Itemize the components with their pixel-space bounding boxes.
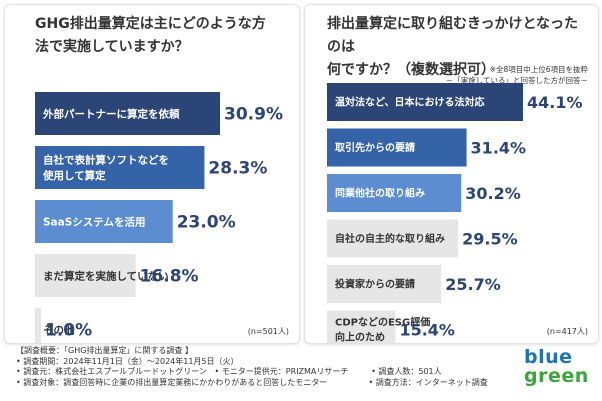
right-title-line1: 排出量算定に取り組むきっかけとなったのは: [327, 16, 579, 55]
left-bar: [35, 254, 136, 297]
survey-period: • 調査期間：2024年11月1日（金）〜2024年11月5日（火）: [16, 356, 239, 366]
left-value-label: 30.9%: [224, 105, 283, 125]
survey-target: • 調査対象：調査回答時に企業の排出量算定業務にかかわりがあると回答したモニター: [16, 377, 328, 387]
right-bar-group: 取引先からの要請 31.4%: [327, 128, 527, 167]
right-category-label: 同業他社の取り組み: [335, 187, 425, 200]
survey-source-row: • 調査元：株式会社エスプールブルードットグリーン • モニター提供元：PRIZ…: [16, 367, 486, 378]
left-bar-group: 外部パートナーに算定を依頼 30.9%: [35, 92, 283, 135]
left-bar: [35, 146, 205, 189]
right-bar-group: 自社の自主的な取り組み 29.5%: [327, 219, 518, 258]
right-bar: [327, 265, 442, 303]
left-value-label: 28.3%: [208, 159, 267, 179]
left-category-label: 外部パートナーに算定を依頼: [42, 107, 180, 120]
survey-target-row: • 調査対象：調査回答時に企業の排出量算定業務にかかわりがあると回答したモニター…: [16, 377, 488, 389]
right-chart-note: ※全8項目中上位6項目を抜粋 －「実施している」と回答した方が回答－: [445, 65, 588, 85]
right-bar: [327, 219, 459, 258]
right-category-label: 温対法など、日本における法対応: [335, 96, 485, 109]
left-category-label: まだ算定を実施していない: [43, 269, 169, 282]
right-bar: [327, 310, 396, 343]
right-bar: [327, 128, 467, 167]
logo-line1: blue: [524, 346, 573, 368]
left-chart-panel: GHG排出量算定は主にどのような方 法で実施していますか？ 外部パートナーに算定…: [4, 4, 300, 344]
right-bar-group: 投資家からの要請 25.7%: [327, 265, 501, 303]
right-title-line2: 何ですか？（複数選択可）: [327, 62, 495, 78]
right-category-label: 向上のため: [335, 331, 385, 343]
left-title-line2: 法で実施していますか？: [35, 39, 189, 55]
left-category-label: SaaSシステムを活用: [43, 215, 145, 228]
left-value-label: 1.0%: [45, 321, 92, 341]
logo-line2: green: [524, 365, 589, 387]
right-bar: [327, 83, 523, 121]
right-sample-size: (n=417人): [546, 327, 588, 336]
right-value-label: 30.2%: [465, 184, 521, 203]
right-bar-group: 温対法など、日本における法対応 44.1%: [327, 83, 583, 121]
survey-method: • 調査方法：インターネット調査: [368, 377, 488, 387]
left-bar: [35, 92, 220, 135]
right-value-label: 25.7%: [445, 275, 501, 294]
right-bar-chart: 温対法など、日本における法対応 44.1% 取引先からの要請 31.4% 同業他社の取り…: [327, 83, 583, 343]
left-value-label: 16.8%: [140, 267, 199, 287]
right-value-label: 31.4%: [471, 138, 527, 157]
right-question-title: 排出量算定に取り組むきっかけとなったのは 何ですか？（複数選択可）: [327, 13, 587, 82]
left-bar: [35, 200, 173, 243]
survey-source: • 調査元：株式会社エスプールブルードットグリーン: [16, 367, 207, 377]
right-category-label: 自社の自主的な取り組み: [335, 232, 445, 245]
survey-count: • 調査人数：501人: [371, 367, 442, 377]
right-value-label: 44.1%: [527, 93, 583, 112]
right-bar: [327, 174, 462, 212]
left-value-label: 23.0%: [177, 213, 236, 233]
right-chart-panel: 排出量算定に取り組むきっかけとなったのは 何ですか？（複数選択可） ※全8項目中…: [304, 4, 599, 344]
survey-monitor-provider: • モニター提供元：PRIZMAリサーチ: [214, 367, 349, 377]
right-category-label: 取引先からの要請: [335, 141, 415, 154]
left-sample-size: (n=501人): [247, 327, 289, 336]
left-category-label: 自社で表計算ソフトなどを: [43, 154, 169, 167]
survey-summary-title: 【調査概要：「GHG排出量算定」に関する調査 】: [16, 346, 193, 355]
left-question-title: GHG排出量算定は主にどのような方 法で実施していますか？: [35, 13, 295, 59]
right-bar-group: 同業他社の取り組み 30.2%: [327, 174, 521, 212]
right-category-label: 投資家からの要請: [335, 278, 415, 291]
left-bar: [35, 308, 41, 343]
left-category-label: その他: [43, 323, 75, 336]
right-value-label: 29.5%: [462, 229, 518, 248]
survey-summary: 【調査概要：「GHG排出量算定」に関する調査 】 • 調査期間：2024年11月…: [16, 346, 488, 389]
left-category-label: 使用して算定: [42, 169, 106, 182]
right-value-label: 15.4%: [399, 320, 455, 339]
blue-green-logo: blue green: [524, 348, 588, 386]
right-category-label: CDPなどのESG評価: [335, 316, 430, 329]
left-bar-group: SaaSシステムを活用 23.0%: [35, 200, 236, 243]
left-title-line1: GHG排出量算定は主にどのような方: [35, 16, 266, 32]
